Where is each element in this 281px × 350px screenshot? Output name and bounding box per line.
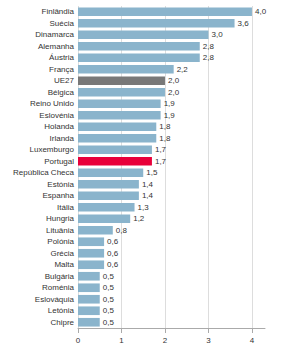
- svg-text:1,8: 1,8: [159, 122, 171, 131]
- svg-text:2,8: 2,8: [203, 42, 215, 51]
- svg-text:0,8: 0,8: [116, 226, 128, 235]
- svg-text:Polónia: Polónia: [47, 237, 74, 246]
- svg-text:3,0: 3,0: [211, 30, 223, 39]
- svg-text:Irlanda: Irlanda: [50, 134, 75, 143]
- svg-text:1,3: 1,3: [138, 203, 150, 212]
- svg-text:0,5: 0,5: [103, 295, 115, 304]
- svg-text:0,5: 0,5: [103, 283, 115, 292]
- svg-text:0,6: 0,6: [107, 249, 119, 258]
- svg-text:Holanda: Holanda: [44, 122, 74, 131]
- svg-text:0: 0: [76, 336, 81, 345]
- svg-text:França: França: [49, 65, 74, 74]
- svg-text:1,7: 1,7: [155, 145, 167, 154]
- svg-text:Eslovénia: Eslovénia: [39, 111, 74, 120]
- svg-text:3: 3: [206, 336, 211, 345]
- svg-text:1,8: 1,8: [159, 134, 171, 143]
- svg-text:1,5: 1,5: [146, 168, 158, 177]
- svg-text:Chipre: Chipre: [50, 318, 74, 327]
- svg-text:2,2: 2,2: [177, 65, 189, 74]
- svg-text:Letónia: Letónia: [48, 306, 75, 315]
- svg-text:1: 1: [119, 336, 124, 345]
- svg-text:0,6: 0,6: [107, 237, 119, 246]
- svg-text:Hungria: Hungria: [46, 214, 75, 223]
- svg-text:Grécia: Grécia: [50, 249, 74, 258]
- svg-text:República Checa: República Checa: [13, 168, 74, 177]
- svg-text:Luxemburgo: Luxemburgo: [30, 145, 75, 154]
- svg-text:1,9: 1,9: [164, 99, 176, 108]
- svg-text:1,7: 1,7: [155, 157, 167, 166]
- svg-text:2,0: 2,0: [168, 76, 180, 85]
- svg-text:1,4: 1,4: [142, 191, 154, 200]
- svg-text:Finlândia: Finlândia: [42, 7, 75, 16]
- svg-text:Espanha: Espanha: [42, 191, 74, 200]
- svg-text:Áustria: Áustria: [49, 53, 74, 62]
- svg-text:Roménia: Roménia: [42, 283, 75, 292]
- svg-text:1,9: 1,9: [164, 111, 176, 120]
- svg-text:Lituânia: Lituânia: [46, 226, 75, 235]
- svg-text:3,6: 3,6: [238, 19, 250, 28]
- svg-text:UE27: UE27: [54, 76, 75, 85]
- svg-text:Reino Unido: Reino Unido: [30, 99, 75, 108]
- svg-text:2: 2: [163, 336, 168, 345]
- svg-text:0,5: 0,5: [103, 306, 115, 315]
- svg-text:Alemanha: Alemanha: [38, 42, 75, 51]
- svg-text:0,6: 0,6: [107, 260, 119, 269]
- svg-text:Estónia: Estónia: [47, 180, 74, 189]
- svg-text:1,4: 1,4: [142, 180, 154, 189]
- svg-text:Bélgica: Bélgica: [48, 88, 75, 97]
- svg-text:0,5: 0,5: [103, 272, 115, 281]
- svg-text:4: 4: [250, 336, 255, 345]
- svg-text:Itália: Itália: [57, 203, 74, 212]
- svg-text:Bulgária: Bulgária: [45, 272, 75, 281]
- svg-text:4,0: 4,0: [255, 7, 267, 16]
- svg-text:Eslováquia: Eslováquia: [35, 295, 75, 304]
- svg-text:Dinamarca: Dinamarca: [35, 30, 74, 39]
- svg-text:1,2: 1,2: [133, 214, 145, 223]
- svg-text:0,5: 0,5: [103, 318, 115, 327]
- svg-text:Portugal: Portugal: [44, 157, 74, 166]
- svg-text:Suécia: Suécia: [50, 19, 75, 28]
- svg-text:2,8: 2,8: [203, 53, 215, 62]
- svg-text:Malta: Malta: [54, 260, 74, 269]
- svg-text:2,0: 2,0: [168, 88, 180, 97]
